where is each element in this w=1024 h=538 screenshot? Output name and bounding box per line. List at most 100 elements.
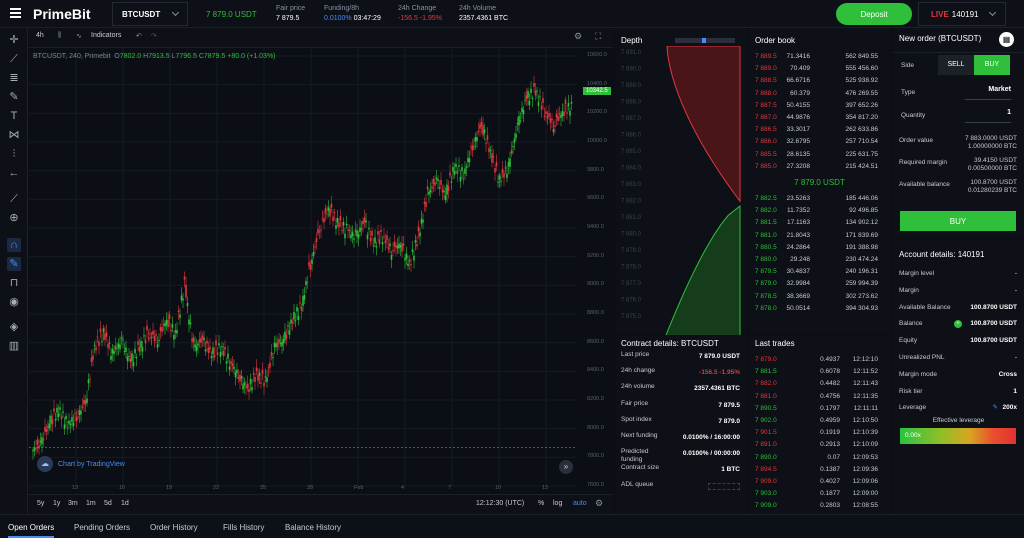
candle [48, 415, 51, 432]
quantity-input[interactable]: 1 [965, 109, 1011, 123]
menu-icon[interactable] [10, 8, 21, 18]
arrow-left-icon[interactable]: ← [8, 167, 20, 179]
depth-zoom-slider[interactable] [675, 38, 735, 43]
log-toggle[interactable]: log [553, 500, 563, 507]
range-1y[interactable]: 1y [53, 500, 61, 507]
orderbook-ask-row[interactable]: 7 889.0 70.409 555 456.60 [749, 63, 890, 75]
ask-price: 7 889.0 [755, 65, 777, 73]
magnet-icon[interactable]: ∩ [7, 238, 21, 252]
trash-icon[interactable]: ▥ [8, 340, 20, 352]
orderbook-bid-row[interactable]: 7 880.5 24.2864 191 388.98 [749, 242, 890, 254]
orderbook-bid-row[interactable]: 7 880.0 29.248 230 474.24 [749, 254, 890, 266]
fullscreen-icon[interactable]: ⛶ [595, 31, 602, 41]
ask-size: 32.6795 [786, 138, 811, 146]
range-5y[interactable]: 5y [37, 500, 45, 507]
brush-icon[interactable]: ✎ [9, 91, 19, 103]
order-type-select[interactable]: Market [965, 86, 1011, 100]
tab-pending-orders[interactable]: Pending Orders [74, 523, 131, 532]
edit-leverage-icon[interactable]: ✎ [992, 404, 998, 412]
candle [357, 230, 360, 247]
top-bar: PrimeBit BTCUSDT 7 879.0 USDT Fair price… [0, 0, 1024, 28]
orderbook-ask-row[interactable]: 7 888.0 60.379 476 269.55 [749, 88, 890, 100]
eye-icon[interactable]: ◉ [9, 296, 19, 308]
range-1m[interactable]: 1m [86, 500, 96, 507]
settings-icon[interactable]: ⚙ [574, 31, 583, 41]
orderbook-bid-row[interactable]: 7 879.0 32.9984 259 994.39 [749, 278, 890, 290]
lock-drawing-icon[interactable]: ✎ [7, 257, 21, 271]
account-selector[interactable]: LIVE 140191 [918, 2, 1006, 26]
pattern-icon[interactable]: ⋈ [8, 129, 20, 141]
account-value[interactable]: 200x [1002, 404, 1017, 412]
prediction-icon[interactable]: ⫶ [12, 148, 16, 160]
orderbook-bid-row[interactable]: 7 881.0 21.8043 171 839.69 [749, 230, 890, 242]
candle [204, 341, 207, 356]
candle [356, 223, 358, 244]
deposit-button[interactable]: Deposit [836, 3, 912, 25]
tab-fills-history[interactable]: Fills History [223, 523, 265, 532]
ruler-icon[interactable]: ⟋ [10, 193, 18, 205]
depth-bid-area [665, 204, 741, 336]
orderbook-ask-row[interactable]: 7 888.5 66.6716 525 938.92 [749, 75, 890, 87]
orderbook-bid-row[interactable]: 7 878.5 38.3669 302 273.62 [749, 291, 890, 303]
sell-button[interactable]: SELL [938, 55, 974, 75]
calculator-icon[interactable]: ▦ [999, 32, 1014, 47]
undo-icon[interactable]: ↶ [136, 33, 142, 40]
orderbook-bid-row[interactable]: 7 879.5 30.4837 240 196.31 [749, 266, 890, 278]
tab-order-history[interactable]: Order History [150, 523, 198, 532]
indicators-button[interactable]: Indicators [91, 32, 122, 39]
tab-open-orders[interactable]: Open Orders [8, 523, 55, 538]
candle [104, 326, 106, 347]
orderbook-ask-row[interactable]: 7 886.0 32.6795 257 710.54 [749, 136, 890, 148]
settings-icon[interactable]: ⚙ [595, 498, 604, 508]
trade-row: 7 901.5 0.1919 12:10:39 [749, 427, 890, 439]
interval-button[interactable]: 4h [36, 32, 44, 39]
bid-size: 23.5263 [786, 195, 811, 202]
orderbook-ask-row[interactable]: 7 886.5 33.3017 262 633.86 [749, 124, 890, 136]
zoom-icon[interactable]: ⊕ [9, 212, 19, 224]
ask-total: 397 652.26 [845, 101, 878, 109]
orderbook-bid-row[interactable]: 7 882.0 11.7352 92 496.85 [749, 205, 890, 217]
crosshair-icon[interactable]: ✛ [9, 34, 19, 46]
orderbook-bid-row[interactable]: 7 878.0 50.0514 394 304.93 [749, 303, 890, 315]
trade-size: 0.1919 [820, 429, 840, 437]
trendline-icon[interactable]: ⟋ [10, 53, 18, 65]
tradingview-badge[interactable]: ☁ Chart by TradingView [37, 456, 125, 472]
candle [291, 318, 294, 331]
orderbook-ask-row[interactable]: 7 887.5 50.4155 397 652.26 [749, 100, 890, 112]
trade-size: 0.4959 [820, 417, 840, 424]
candle [315, 232, 318, 250]
trade-size: 0.07 [827, 453, 840, 461]
trade-price: 7 894.5 [755, 465, 777, 473]
buy-button[interactable]: BUY [900, 211, 1016, 231]
scroll-right-icon[interactable]: » [559, 460, 573, 474]
candle [285, 328, 288, 346]
orderbook-bid-row[interactable]: 7 881.5 17.1163 134 902.12 [749, 217, 890, 229]
candle [126, 352, 129, 370]
buy-toggle[interactable]: BUY [974, 55, 1010, 75]
tab-balance-history[interactable]: Balance History [285, 523, 342, 532]
add-balance-icon[interactable]: + [954, 320, 962, 329]
orderbook-bid-row[interactable]: 7 882.5 23.5263 185 446.06 [749, 193, 890, 205]
orderbook-ask-row[interactable]: 7 885.5 28.6135 225 631.75 [749, 149, 890, 161]
lock-icon[interactable]: ⊓ [9, 277, 19, 289]
range-5d[interactable]: 5d [104, 500, 112, 507]
fib-icon[interactable]: ≣ [9, 72, 19, 84]
text-icon[interactable]: T [10, 110, 18, 122]
layers-icon[interactable]: ◈ [9, 321, 19, 333]
range-3m[interactable]: 3m [68, 500, 78, 507]
symbol-selector[interactable]: BTCUSDT [112, 2, 188, 26]
candle [245, 380, 247, 396]
ask-size: 33.3017 [786, 126, 811, 134]
orderbook-ask-row[interactable]: 7 885.0 27.3208 215 424.51 [749, 161, 890, 173]
range-1d[interactable]: 1d [121, 500, 129, 507]
price-chart[interactable]: BTCUSDT, 240, Primebit O7802.0 H7913.5 L… [29, 48, 613, 514]
redo-icon[interactable]: ↷ [151, 33, 157, 40]
candle [365, 212, 367, 228]
candle-type-icon[interactable]: ⫼ [58, 32, 62, 39]
orderbook-ask-row[interactable]: 7 889.5 71.3416 562 849.55 [749, 51, 890, 63]
candle [146, 319, 148, 338]
candle [186, 296, 189, 314]
percent-toggle[interactable]: % [538, 500, 545, 507]
auto-toggle[interactable]: auto [573, 500, 587, 507]
orderbook-ask-row[interactable]: 7 887.0 44.9876 354 817.20 [749, 112, 890, 124]
